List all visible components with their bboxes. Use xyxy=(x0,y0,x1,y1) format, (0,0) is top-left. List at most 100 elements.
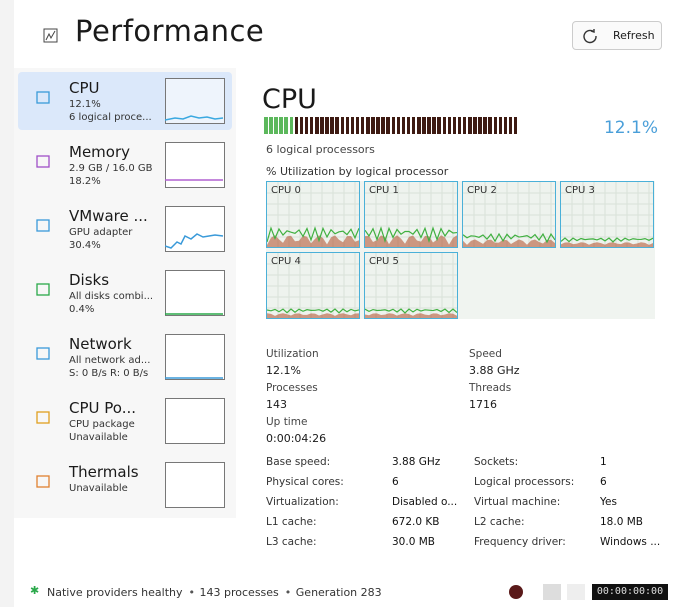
core-line xyxy=(267,308,359,314)
stat-label: Processes xyxy=(266,382,318,394)
core-label: CPU 2 xyxy=(467,185,497,196)
usage-segment-bar xyxy=(264,117,519,134)
bar-segment xyxy=(315,117,319,134)
core-area xyxy=(365,235,457,247)
item-detail: All network ad... xyxy=(69,355,151,366)
detail-value: 3.88 GHz xyxy=(392,456,441,468)
sidebar-item[interactable]: Thermals Unavailable xyxy=(18,456,232,514)
core-plot xyxy=(365,253,457,318)
stat-label: Utilization xyxy=(266,348,319,360)
bar-segment xyxy=(457,117,462,134)
bar-segment xyxy=(386,117,390,134)
cpu-subtitle: 6 logical processors xyxy=(266,143,375,156)
detail-label: L1 cache: xyxy=(266,516,317,528)
sidebar-item[interactable]: CPU Po... CPU package Unavailable xyxy=(18,392,232,450)
icon-shape xyxy=(36,411,50,424)
item-icon xyxy=(36,475,50,488)
icon-shape xyxy=(36,91,50,104)
stat-label: Speed xyxy=(469,348,502,360)
stat-label: Threads xyxy=(469,382,512,394)
core-plot xyxy=(365,182,457,247)
core-label: CPU 0 xyxy=(271,185,301,196)
sidebar-item[interactable]: Network All network ad... S: 0 B/s R: 0 B/… xyxy=(18,328,232,386)
bar-segment xyxy=(350,117,355,134)
sidebar: CPU 12.1% 6 logical proce... Memory 2.9 GB /… xyxy=(14,68,236,518)
item-detail: S: 0 B/s R: 0 B/s xyxy=(69,368,149,379)
core-graph: CPU 0 xyxy=(266,181,360,248)
sparkline xyxy=(165,206,225,252)
stat-value: 1716 xyxy=(469,398,497,411)
core-label: CPU 1 xyxy=(369,185,399,196)
core-graphs: CPU 0 CPU 1 CPU 2 CPU 3 CPU 4 CPU 5 xyxy=(266,181,655,319)
sparkline xyxy=(165,334,225,380)
bar-segment xyxy=(488,117,492,134)
sidebar-item[interactable]: CPU 12.1% 6 logical proce... xyxy=(18,72,232,130)
core-label: CPU 4 xyxy=(271,256,301,267)
performance-icon xyxy=(43,28,58,43)
sidebar-item[interactable]: Memory 2.9 GB / 16.0 GB 18.2% xyxy=(18,136,232,194)
sparkline xyxy=(165,78,225,124)
core-label: CPU 3 xyxy=(565,185,595,196)
stat-value: 0:00:04:26 xyxy=(266,432,327,445)
item-detail: Unavailable xyxy=(69,432,128,443)
record-button[interactable] xyxy=(509,585,523,599)
core-plot xyxy=(267,253,359,318)
bar-segment xyxy=(432,117,436,134)
sidebar-item[interactable]: VMware ... GPU adapter 30.4% xyxy=(18,200,232,258)
status-separator: • xyxy=(284,586,292,599)
sparkline xyxy=(165,142,225,188)
detail-label: Physical cores: xyxy=(266,476,344,488)
bar-segment xyxy=(513,117,518,134)
sidebar-item[interactable]: Disks All disks combi... 0.4% xyxy=(18,264,232,322)
bar-segment xyxy=(411,117,416,134)
core-area xyxy=(267,235,359,247)
sparkline-frame xyxy=(165,334,225,380)
cpu-utilization: 12.1% xyxy=(603,118,658,138)
refresh-button[interactable]: Refresh xyxy=(572,21,662,50)
stop-button[interactable] xyxy=(543,584,561,600)
core-label: CPU 5 xyxy=(369,256,399,267)
bar-segment xyxy=(452,117,457,134)
detail-label: L2 cache: xyxy=(474,516,525,528)
bar-segment xyxy=(279,117,283,134)
clock: 00:00:00:00 xyxy=(592,584,668,600)
core-area xyxy=(561,242,653,247)
bar-segment xyxy=(427,117,431,134)
stat-label: Up time xyxy=(266,416,308,428)
bar-segment xyxy=(503,117,508,134)
item-detail: All disks combi... xyxy=(69,291,154,302)
core-graph: CPU 4 xyxy=(266,252,360,319)
pause-button[interactable] xyxy=(567,584,585,600)
sparkline-line xyxy=(165,233,224,249)
item-name: VMware ... xyxy=(69,207,148,225)
bar-segment xyxy=(417,117,421,134)
bar-segment xyxy=(371,117,375,134)
sparkline xyxy=(165,270,225,316)
bar-segment xyxy=(264,117,268,134)
detail-value: Yes xyxy=(600,496,617,508)
core-line xyxy=(267,226,359,243)
item-icon xyxy=(36,347,50,360)
icon-shape xyxy=(36,219,50,232)
detail-label: Logical processors: xyxy=(474,476,575,488)
item-detail: 0.4% xyxy=(69,304,95,315)
icon-shape xyxy=(36,283,50,296)
item-detail: 6 logical proce... xyxy=(69,112,152,123)
core-area xyxy=(267,313,359,318)
core-line xyxy=(463,232,555,244)
bar-segment xyxy=(483,117,487,134)
detail-label: Virtual machine: xyxy=(474,496,561,508)
sparkline-frame xyxy=(165,78,225,124)
bar-segment xyxy=(473,117,477,134)
item-name: Memory xyxy=(69,143,131,161)
bar-segment xyxy=(391,117,396,134)
bar-segment xyxy=(274,117,278,134)
status-bar: ✱ 00:00:00:00 Native providers healthy • 1… xyxy=(0,580,683,607)
core-line xyxy=(365,226,457,243)
bar-segment xyxy=(508,117,513,134)
item-icon xyxy=(36,155,50,168)
bar-segment xyxy=(468,117,472,134)
details: Base speed: 3.88 GHz Sockets: 1 Physical cor… xyxy=(266,456,676,566)
stats: Utilization 12.1% Speed 3.88 GHz Processes 14… xyxy=(266,348,666,448)
bar-segment xyxy=(462,117,467,134)
